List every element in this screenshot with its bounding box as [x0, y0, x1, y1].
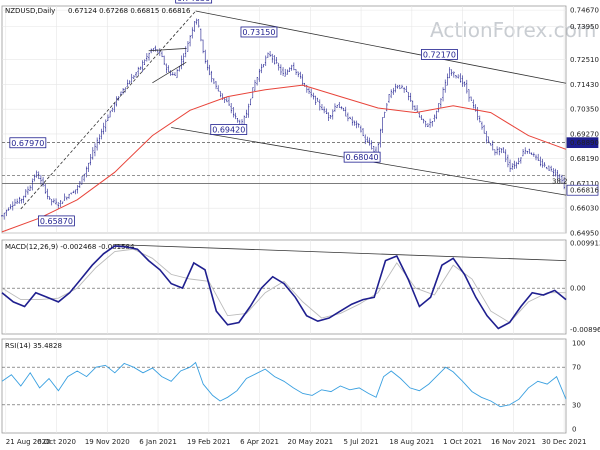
x-tick-label: 5 Jul 2021	[343, 438, 378, 446]
x-tick-label: 19 Nov 2020	[85, 438, 130, 446]
macd-title: MACD(12,26,9) -0.002468 -0.001584	[5, 243, 135, 251]
rsi-y-tick: 30	[572, 401, 581, 409]
fib-note: 38.2	[552, 178, 568, 186]
x-tick-label: 6 Jan 2021	[139, 438, 177, 446]
trendline	[152, 61, 187, 84]
x-tick-label: 1 Oct 2021	[443, 438, 482, 446]
macd-y-tick: 0.00	[570, 285, 586, 293]
x-tick-label: 18 Aug 2021	[389, 438, 434, 446]
y-tick-label: 0.68190	[570, 155, 599, 163]
trendline	[195, 10, 567, 84]
y-tick-label: 0.74670	[570, 7, 599, 15]
y-tick-label: 0.67110	[570, 180, 599, 188]
rsi-line	[1, 361, 567, 408]
annotation-box	[343, 151, 381, 163]
x-tick-label: 19 Feb 2021	[187, 438, 231, 446]
trendline	[148, 48, 187, 52]
rsi-y-tick: 70	[572, 364, 581, 372]
annotation-box	[421, 49, 458, 60]
price-tag-label: 0.66816	[570, 187, 599, 195]
annotation-label: 0.68040	[346, 153, 379, 162]
x-tick-label: 30 Dec 2021	[542, 438, 587, 446]
macd-signal-line	[1, 248, 566, 324]
y-tick-label: 0.73950	[570, 23, 599, 31]
ohlc-label: 0.67124 0.67268 0.66815 0.66816	[68, 7, 191, 15]
y-tick-label: 0.64950	[570, 230, 599, 238]
macd-y-tick: -0.008962	[570, 326, 600, 334]
x-tick-label: 6 Oct 2020	[37, 438, 76, 446]
annotation-label: 0.73150	[242, 28, 275, 37]
trendline	[20, 10, 196, 210]
panel-frame-rsi	[1, 338, 567, 434]
macd-line	[1, 245, 567, 330]
panel-frame-macd	[1, 239, 567, 335]
x-tick-label: 6 Apr 2021	[240, 438, 279, 446]
y-tick-label: 0.71430	[570, 81, 599, 89]
x-tick-label: 21 Aug 2020	[6, 438, 51, 446]
y-tick-label: 0.72510	[570, 56, 599, 64]
macd-trendline	[114, 244, 567, 262]
price-tag-label: 0.68890	[570, 139, 599, 147]
rsi-title: RSI(14) 35.4828	[5, 342, 62, 350]
annotation-box	[9, 137, 47, 149]
price-tag-box	[566, 137, 599, 149]
y-tick-label: 0.70350	[570, 106, 599, 114]
moving-average-line	[1, 84, 567, 233]
macd-y-tick: 0.009913	[570, 239, 600, 247]
annotation-label: 0.67970	[11, 139, 44, 148]
y-tick-label: 0.66030	[570, 205, 599, 213]
annotation-label: 0.65870	[40, 217, 73, 226]
annotation-label: 0.74630	[177, 0, 210, 3]
y-tick-label: 0.69270	[570, 130, 599, 138]
x-tick-label: 16 Nov 2021	[491, 438, 536, 446]
annotation-label: 0.69420	[212, 126, 245, 135]
x-tick-label: 20 May 2021	[287, 438, 333, 446]
rsi-y-tick: 100	[572, 339, 585, 347]
price-tag-box	[566, 184, 599, 196]
rsi-y-tick: 0	[572, 426, 576, 434]
annotation-box	[240, 26, 278, 38]
symbol-label: NZDUSD,Daily	[5, 7, 55, 15]
annotation-box	[210, 124, 248, 135]
annotation-box	[175, 0, 213, 4]
annotation-label: 0.72170	[423, 50, 456, 59]
annotation-box	[38, 215, 75, 227]
